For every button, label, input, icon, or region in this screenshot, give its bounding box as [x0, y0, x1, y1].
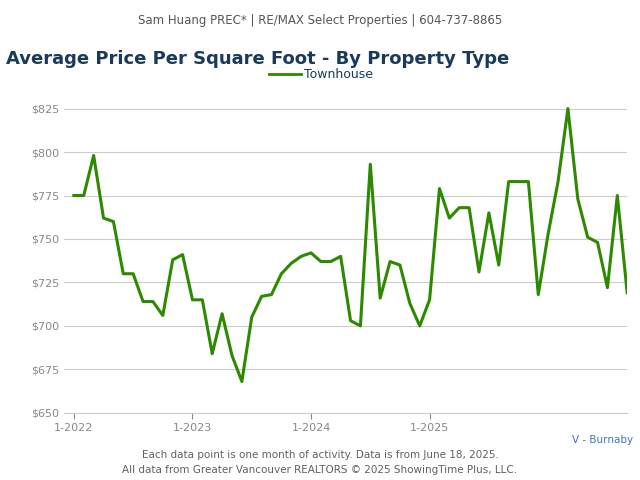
- Text: Townhouse: Townhouse: [304, 68, 373, 81]
- Text: Each data point is one month of activity. Data is from June 18, 2025.: Each data point is one month of activity…: [141, 450, 499, 460]
- Text: V - Burnaby: V - Burnaby: [572, 435, 634, 445]
- Text: Average Price Per Square Foot - By Property Type: Average Price Per Square Foot - By Prope…: [6, 50, 509, 68]
- Text: Sam Huang PREC* | RE/MAX Select Properties | 604-737-8865: Sam Huang PREC* | RE/MAX Select Properti…: [138, 14, 502, 27]
- Text: All data from Greater Vancouver REALTORS © 2025 ShowingTime Plus, LLC.: All data from Greater Vancouver REALTORS…: [122, 465, 518, 475]
